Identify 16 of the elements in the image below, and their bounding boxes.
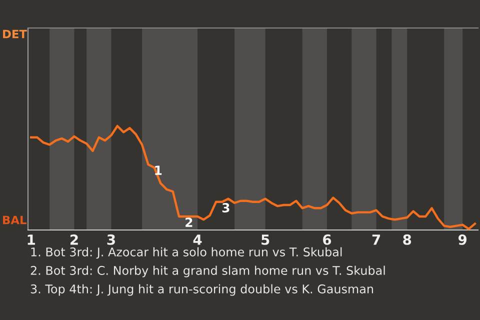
text: DET bbox=[3, 30, 27, 38]
x-tick-label: 4 bbox=[193, 234, 202, 245]
annotation: 2 bbox=[186, 218, 192, 227]
text: BAL bbox=[3, 216, 26, 224]
x-tick-label: 6 bbox=[323, 234, 332, 245]
text: 2. Bot 3rd: C. Norby hit a grand slam home run vs T. Skubal bbox=[30, 266, 385, 278]
text: 3. Top 4th: J. Jung hit a run-scoring double vs K. Gausman bbox=[30, 284, 373, 296]
x-tick-label: 9 bbox=[458, 234, 467, 245]
x-tick-label: 7 bbox=[372, 234, 380, 245]
x-tick-label: 5 bbox=[262, 234, 270, 245]
x-tick-label: 8 bbox=[403, 234, 412, 245]
annotation: 3 bbox=[222, 203, 230, 212]
x-tick-label: 3 bbox=[107, 234, 115, 245]
x-tick-label: 1 bbox=[28, 234, 35, 245]
x-tick-label: 2 bbox=[70, 234, 78, 245]
text: 1. Bot 3rd: J. Azocar hit a solo home run vs T. Skubal bbox=[31, 247, 342, 259]
